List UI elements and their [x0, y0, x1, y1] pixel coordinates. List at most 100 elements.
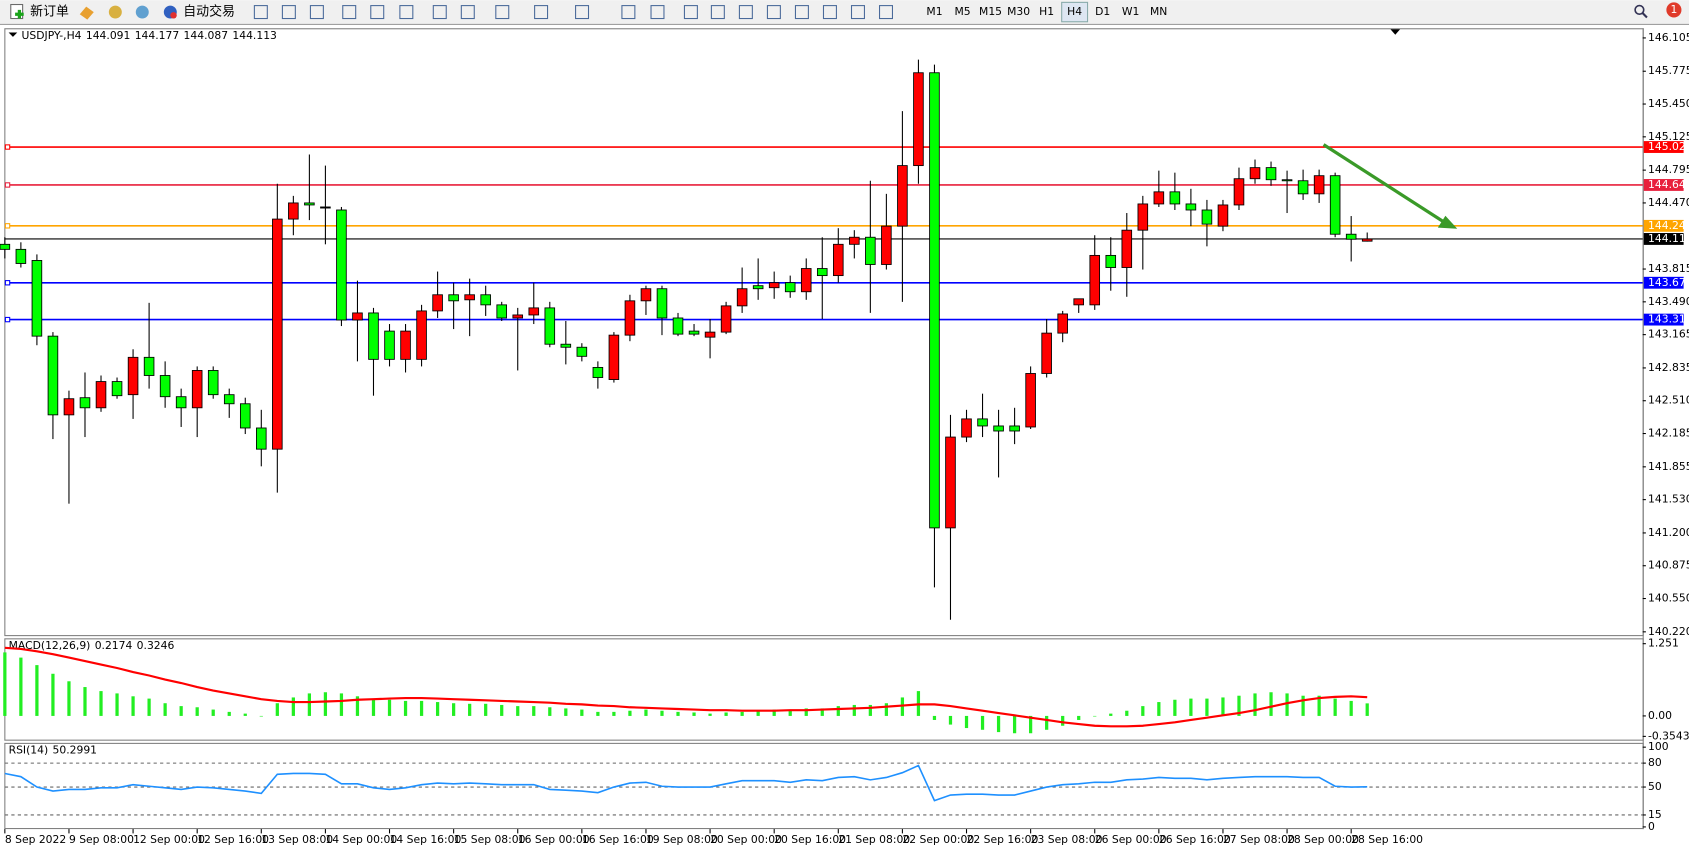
icon[interactable]: [79, 6, 94, 20]
toolbar-icon[interactable]: [534, 5, 549, 20]
timeframe-button[interactable]: M15: [979, 5, 1002, 18]
icon[interactable]: [108, 5, 122, 19]
y-tick-label: 141.855: [1648, 460, 1689, 473]
candle-body: [496, 304, 507, 319]
notification-count[interactable]: 1: [1670, 3, 1677, 16]
toolbar-icon[interactable]: [281, 5, 296, 20]
macd-bar: [275, 703, 279, 716]
toolbar-icon[interactable]: [850, 5, 865, 20]
timeframe-button[interactable]: D1: [1095, 5, 1110, 18]
open-value: 144.091: [86, 29, 131, 42]
toolbar-icon[interactable]: [878, 5, 894, 20]
new-order-button[interactable]: 新订单: [10, 4, 69, 20]
macd-bar: [1253, 693, 1257, 716]
candle-body: [0, 243, 11, 250]
candle-body: [1121, 229, 1133, 268]
candle-body: [1041, 332, 1052, 374]
candle-body: [79, 397, 91, 409]
macd-bar: [1173, 699, 1177, 716]
candle-body: [159, 375, 171, 398]
notification-badge[interactable]: [1666, 2, 1682, 18]
toolbar-icon[interactable]: [650, 5, 665, 20]
macd-bar: [51, 673, 55, 716]
candle-body: [63, 398, 75, 416]
toolbar-icon[interactable]: [432, 5, 447, 20]
icon[interactable]: [135, 5, 149, 19]
symbol-info: USDJPY-,H4 144.091 144.177 144.087 144.113: [22, 29, 277, 42]
toolbar-icon[interactable]: [621, 5, 636, 20]
toolbar-icon[interactable]: [309, 5, 324, 20]
macd-bar: [419, 700, 424, 716]
candle-body: [961, 418, 972, 438]
macd-bar: [948, 715, 953, 725]
macd-bar: [532, 706, 536, 716]
toolbar-icon[interactable]: [575, 5, 590, 20]
toolbar-icon[interactable]: [738, 5, 753, 20]
macd-bar: [692, 712, 696, 716]
x-tick-label: 22 Sep 00:00: [902, 833, 974, 846]
level-label-box: [1643, 276, 1684, 289]
candle-body: [320, 206, 331, 209]
macd-bar: [1301, 695, 1305, 716]
candle-body: [672, 317, 684, 335]
button-label[interactable]: 自动交易: [183, 4, 235, 20]
candle-body: [239, 403, 251, 429]
y-tick-label: 143.815: [1648, 262, 1689, 275]
candle-body: [272, 218, 283, 450]
symbol: USDJPY-,H4: [22, 29, 82, 42]
trend-arrow[interactable]: [1322, 143, 1458, 229]
high-value: 144.177: [135, 29, 180, 42]
rsi-value: 50.2991: [53, 743, 98, 756]
y-tick-label: 50: [1648, 780, 1662, 793]
candle-body: [1329, 175, 1341, 235]
toolbar-icon[interactable]: [253, 5, 268, 20]
candle-body: [223, 394, 235, 405]
x-tick-label: 20 Sep 00:00: [710, 833, 782, 846]
main-pane: [4, 28, 1644, 637]
button-label[interactable]: 新订单: [30, 4, 69, 20]
toolbar-icon[interactable]: [822, 5, 837, 20]
toolbar-icon[interactable]: [342, 5, 357, 20]
candle-body: [31, 260, 43, 337]
toolbar-icon[interactable]: [399, 5, 414, 20]
timeframe-button[interactable]: M5: [954, 5, 970, 18]
bid-label: 144.113: [1648, 232, 1689, 245]
toolbar-icon[interactable]: [710, 5, 725, 20]
toolbar-icon[interactable]: [766, 5, 781, 20]
macd-bar: [1317, 695, 1321, 716]
timeframe-button[interactable]: H1: [1039, 5, 1054, 18]
icon: [170, 12, 177, 19]
toolbar-icon[interactable]: [794, 5, 809, 20]
toolbar-icon[interactable]: [683, 5, 698, 20]
y-tick-label: 80: [1648, 756, 1662, 769]
y-tick-label: 142.510: [1648, 394, 1689, 407]
timeframe-button[interactable]: M1: [926, 5, 942, 18]
x-tick-label: 23 Sep 08:00: [1031, 833, 1103, 846]
macd-bar: [1077, 715, 1081, 720]
timeframe-button[interactable]: M30: [1007, 5, 1030, 18]
toolbar-icon[interactable]: [495, 5, 510, 20]
candle-body: [15, 248, 27, 264]
timeframe-button[interactable]: H4: [1067, 5, 1082, 18]
candle-body: [1265, 167, 1277, 181]
icon: [1641, 12, 1648, 19]
candle-body: [865, 236, 876, 265]
macd-bar: [612, 711, 616, 716]
x-tick-label: 8 Sep 2022: [5, 833, 66, 846]
symbol-menu-arrow[interactable]: [8, 32, 18, 37]
candle-body: [416, 310, 427, 360]
timeframe-button[interactable]: MN: [1150, 5, 1167, 18]
macd-bar: [1349, 700, 1353, 716]
macd-bar: [1012, 715, 1017, 734]
candle-body: [1105, 254, 1117, 268]
search-icon[interactable]: [1634, 4, 1648, 19]
candle-body: [384, 330, 395, 360]
macd-bar: [772, 709, 776, 716]
auto-trading-button[interactable]: 自动交易: [163, 4, 235, 20]
toolbar-icon[interactable]: [370, 5, 385, 20]
icon: [15, 9, 24, 19]
timeframe-button[interactable]: W1: [1122, 5, 1140, 18]
toolbar-icon[interactable]: [460, 5, 475, 20]
